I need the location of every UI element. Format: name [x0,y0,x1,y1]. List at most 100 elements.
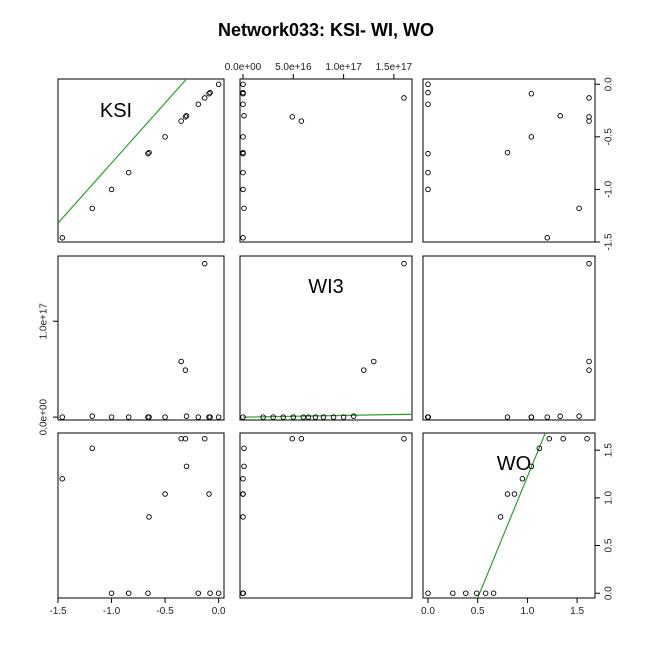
scatter-point [162,491,168,497]
scatter-point [240,134,246,140]
x-axis-wi3-tick-label: 5.0e+16 [275,62,312,73]
scatter-point [425,101,431,107]
scatter-point [241,113,247,119]
panel-wo-wo: WO [422,432,596,599]
qq-point [511,491,518,497]
scatter-point [504,149,511,156]
panel-ksi-wi3 [239,78,413,243]
panel-frame [422,432,596,599]
scatter-point [528,414,535,420]
qq-point [463,590,469,596]
qq-point [215,81,222,88]
qq-point [59,235,66,241]
x-axis-wo-tick-label: 1.0 [520,606,534,617]
qq-point [504,491,511,497]
scatter-point [240,169,246,176]
x-axis-wi3-tick-label: 1.5e+17 [376,62,413,73]
qq-point [108,186,115,193]
panel-label: KSI [100,100,132,122]
scatter-point [576,205,582,212]
panel-ksi-wo [422,78,596,243]
fit-line [243,413,412,418]
scatter-point [241,463,247,470]
scatter-point [201,435,208,442]
scatter-point [183,413,190,419]
panel-frame [57,78,225,243]
scatter-point [576,413,582,419]
panel-wi3-wo [422,255,596,421]
scatter-point [207,414,213,420]
scatter-point [528,134,535,140]
scatter-point [59,414,66,420]
scatter-point [240,81,246,88]
panel-frame [57,255,225,421]
scatter-point [183,463,190,470]
scatter-point [241,445,247,452]
qq-point [240,414,246,420]
scatter-point [298,118,305,124]
scatter-point [586,358,592,365]
scatter-point [89,413,96,419]
y-axis-wi3-tick-label: 1.0e+17 [39,303,50,340]
y-axis-ksi-tick-label: -0.5 [604,128,615,146]
qq-point [146,149,152,156]
y-axis-wi3-tick-label: 0.0e+00 [39,398,50,435]
qq-point [183,113,190,119]
qq-point [207,89,213,96]
qq-point [536,445,543,452]
scatter-point [240,476,246,482]
x-axis-wo-tick-label: 1.5 [570,606,584,617]
scatter-point [586,367,592,373]
qq-point [182,114,189,120]
panel-frame [239,255,413,421]
panel-wo-ksi [57,432,225,599]
panel-frame [239,78,413,243]
scatter-point [425,81,431,88]
qq-point [206,90,212,97]
scatter-point [557,113,563,119]
qq-point [546,435,553,442]
scatter-point [89,445,96,452]
y-axis-wo-tick-label: 0.0 [604,586,615,600]
scatter-point [586,95,592,101]
scatter-point [201,260,208,267]
qq-point [330,414,337,420]
qq-point [162,134,168,140]
x-axis-wi3-tick-label: 1.0e+17 [325,62,362,73]
scatter-point [240,235,246,241]
qq-point [482,590,489,596]
scatter-point [207,590,213,596]
qq-point [89,205,96,212]
x-axis-ksi-tick-label: -1.5 [49,606,67,617]
qq-point [528,463,535,470]
y-axis-wo-tick-label: 1.0 [604,490,615,504]
panel-wi3-wi3: WI3 [239,255,413,421]
scatter-point [195,414,202,420]
panels-group: KSI WI3 WO [57,78,596,599]
y-axis-ksi-tick-label: -1.5 [604,233,615,251]
qq-point [145,150,151,157]
qq-point [178,118,184,124]
qq-point [305,414,312,420]
panel-wo-wi3 [239,432,413,599]
scatter-point [59,476,66,482]
scatter-point [195,590,202,596]
scatter-point [240,101,246,107]
qq-point [401,260,407,267]
x-axis-wo-tick-label: 0.5 [471,606,485,617]
scatter-point [108,590,115,596]
qq-point [201,95,208,101]
qq-point [260,414,266,420]
x-axis-wi3-tick-label: 0.0e+00 [225,62,262,73]
panel-label: WI3 [308,276,344,298]
scatter-point [206,491,212,497]
qq-point [560,435,566,442]
scatter-point [108,414,115,420]
scatter-point [240,149,246,156]
scatter-point [145,590,151,596]
y-axis-wo-tick-label: 1.5 [604,443,615,457]
scatter-point [401,95,407,101]
fit-line [58,79,187,224]
qq-point [125,169,132,176]
